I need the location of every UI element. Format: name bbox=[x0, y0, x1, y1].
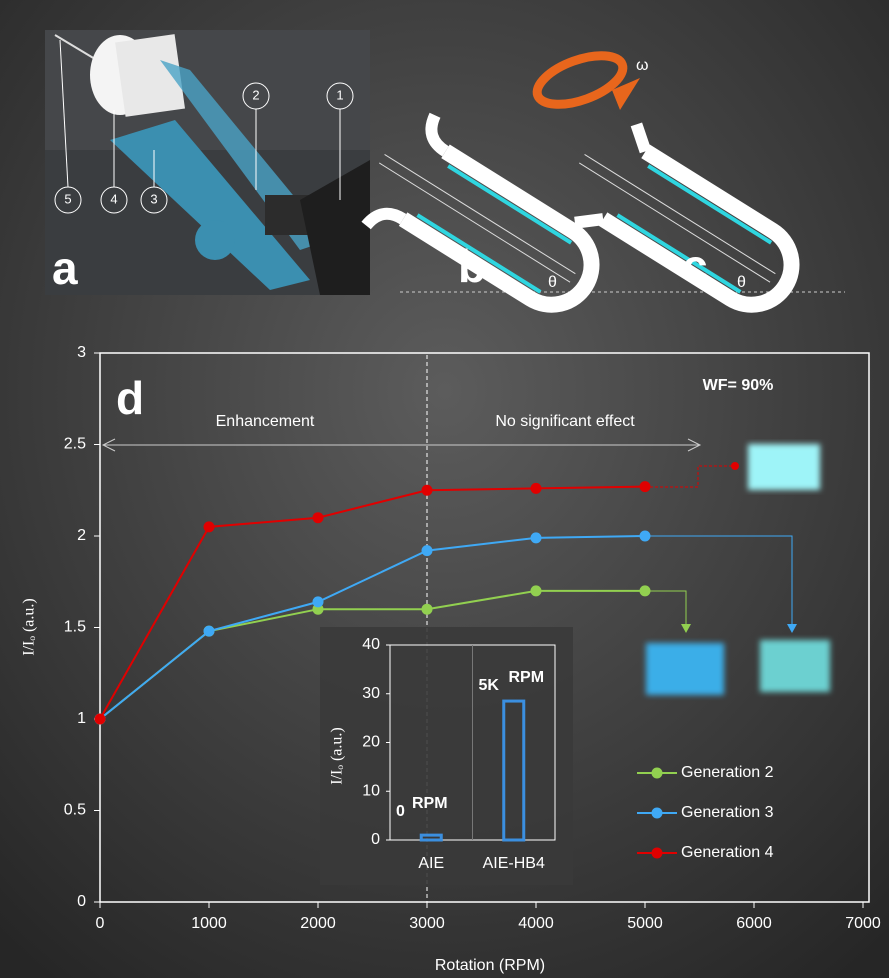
point bbox=[95, 714, 106, 725]
angle: θ bbox=[548, 274, 557, 291]
x-tick-label: 4000 bbox=[518, 915, 554, 932]
bar-note: 0 bbox=[396, 803, 405, 820]
x-tick-label: 7000 bbox=[845, 915, 881, 932]
y-tick-label: 2 bbox=[77, 527, 86, 544]
y-tick-label: 10 bbox=[362, 782, 380, 799]
region-label: Enhancement bbox=[216, 413, 315, 430]
y-tick-label: 1 bbox=[77, 710, 86, 727]
x-tick-label: 6000 bbox=[736, 915, 772, 932]
point bbox=[422, 485, 433, 496]
bar-note: 5K bbox=[479, 677, 500, 694]
panel-label: c bbox=[682, 240, 708, 292]
callout: 2 bbox=[252, 87, 259, 102]
x-tick-label: AIE bbox=[418, 855, 444, 872]
panel-label: d bbox=[116, 372, 144, 424]
y-tick-label: 2.5 bbox=[64, 436, 86, 453]
bar-note-sup: RPM bbox=[412, 795, 448, 812]
legend-label: Generation 2 bbox=[681, 764, 774, 781]
bar-note-sup: RPM bbox=[509, 669, 545, 686]
point bbox=[531, 585, 542, 596]
angle: θ bbox=[737, 274, 746, 291]
point bbox=[313, 512, 324, 523]
y-tick-label: 20 bbox=[362, 734, 380, 751]
photo bbox=[45, 30, 370, 295]
y-tick-label: 0 bbox=[371, 831, 380, 848]
point bbox=[640, 585, 651, 596]
legend-marker bbox=[652, 768, 663, 779]
legend-marker bbox=[652, 848, 663, 859]
y-tick-label: 3 bbox=[77, 344, 86, 361]
y-tick-label: 40 bbox=[362, 636, 380, 653]
callout: 3 bbox=[150, 191, 157, 206]
legend-label: Generation 3 bbox=[681, 804, 774, 821]
y-tick-label: 1.5 bbox=[64, 619, 86, 636]
point bbox=[531, 483, 542, 494]
region-label: No significant effect bbox=[495, 413, 635, 430]
annotation: WF= 90% bbox=[703, 377, 774, 394]
x-tick-label: 0 bbox=[96, 915, 105, 932]
legend-marker bbox=[652, 808, 663, 819]
panel-label: b bbox=[458, 240, 486, 292]
x-tick-label: AIE-HB4 bbox=[483, 855, 545, 872]
y-axis-title: I/Iₒ (a.u.) bbox=[329, 727, 346, 784]
point bbox=[204, 626, 215, 637]
x-axis-title: Rotation (RPM) bbox=[435, 957, 545, 974]
x-tick-label: 5000 bbox=[627, 915, 663, 932]
y-tick-label: 0.5 bbox=[64, 802, 86, 819]
y-tick-label: 30 bbox=[362, 685, 380, 702]
y-tick-label: 0 bbox=[77, 893, 86, 910]
point bbox=[531, 532, 542, 543]
x-tick-label: 1000 bbox=[191, 915, 227, 932]
point bbox=[640, 481, 651, 492]
panel-label: a bbox=[52, 242, 78, 294]
point bbox=[422, 545, 433, 556]
point bbox=[204, 521, 215, 532]
callout: 1 bbox=[336, 87, 343, 102]
x-tick-label: 2000 bbox=[300, 915, 336, 932]
omega: ω bbox=[636, 57, 649, 74]
point bbox=[313, 596, 324, 607]
x-tick-label: 3000 bbox=[409, 915, 445, 932]
point bbox=[422, 604, 433, 615]
callout: 4 bbox=[110, 191, 117, 206]
figure: 1 2 3 4 5 a ω b c θ θ bbox=[0, 0, 889, 978]
callout: 5 bbox=[64, 191, 71, 206]
y-axis-title: I/Iₒ (a.u.) bbox=[21, 598, 38, 655]
point bbox=[640, 531, 651, 542]
legend-label: Generation 4 bbox=[681, 844, 774, 861]
